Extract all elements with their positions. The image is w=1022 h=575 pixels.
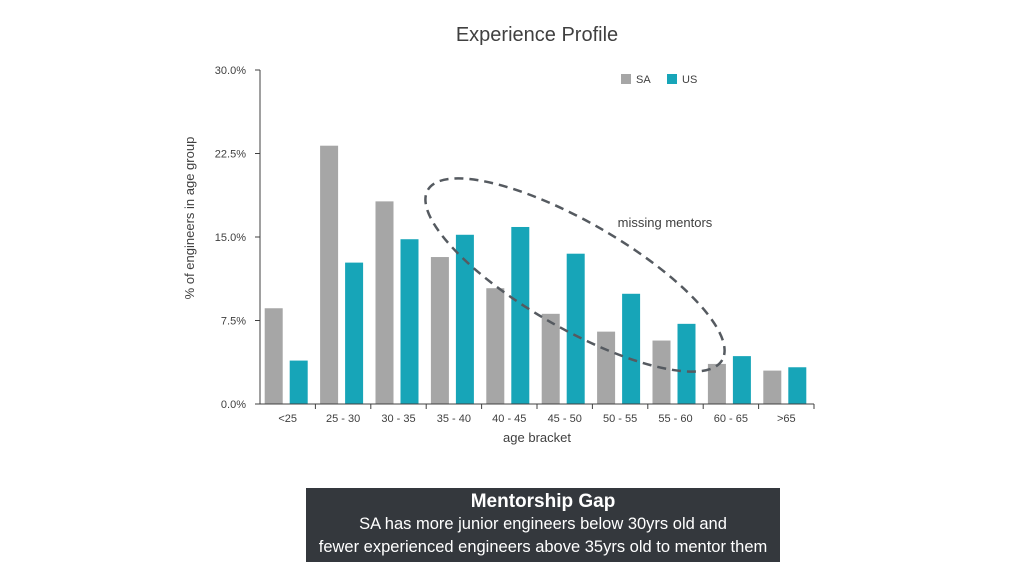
caption-line-1: SA has more junior engineers below 30yrs… (359, 515, 727, 533)
x-tick-label: 30 - 35 (381, 413, 415, 425)
y-tick-label: 15.0% (215, 232, 246, 244)
legend-swatch-sa (621, 74, 631, 84)
bar-sa-3 (430, 257, 449, 404)
legend-swatch-us (667, 74, 677, 84)
x-tick-label: <25 (278, 413, 297, 425)
y-tick-label: 30.0% (215, 65, 246, 77)
bar-us-4 (511, 226, 530, 404)
x-tick-label: >65 (777, 413, 796, 425)
bar-us-9 (788, 367, 807, 404)
bar-sa-4 (486, 288, 505, 404)
caption-title: Mentorship Gap (470, 491, 616, 512)
legend-label-us: US (682, 74, 697, 86)
bar-us-3 (455, 234, 474, 404)
bar-sa-0 (264, 308, 283, 404)
bar-sa-5 (541, 313, 560, 404)
x-tick-label: 35 - 40 (437, 413, 471, 425)
bar-us-8 (732, 356, 751, 404)
bar-us-5 (566, 253, 585, 404)
bar-sa-7 (652, 340, 671, 404)
chart-title: Experience Profile (456, 24, 618, 46)
x-tick-label: 25 - 30 (326, 413, 360, 425)
bar-us-6 (622, 293, 641, 404)
chart: Experience Profile % of engineers in age… (182, 24, 815, 445)
bar-us-2 (400, 239, 419, 404)
y-tick-label: 7.5% (221, 316, 246, 328)
caption-box: Mentorship Gap SA has more junior engine… (306, 488, 780, 562)
bar-sa-8 (707, 363, 726, 404)
x-tick-label: 40 - 45 (492, 413, 526, 425)
bar-sa-9 (763, 370, 782, 404)
x-tick-label: 45 - 50 (548, 413, 582, 425)
y-tick-label: 22.5% (215, 149, 246, 161)
x-axis-label: age bracket (503, 430, 571, 445)
x-tick-label: 60 - 65 (714, 413, 748, 425)
annotation-missing-mentors: missing mentors (618, 215, 713, 230)
bar-us-7 (677, 323, 696, 404)
bar-sa-6 (597, 331, 616, 404)
bar-sa-1 (320, 145, 339, 404)
y-tick-label: 0.0% (221, 399, 246, 411)
legend-label-sa: SA (636, 74, 651, 86)
bar-sa-2 (375, 201, 394, 404)
missing-mentors-ellipse (424, 177, 726, 373)
bar-us-0 (289, 360, 308, 404)
x-tick-label: 55 - 60 (658, 413, 692, 425)
bar-us-1 (345, 262, 364, 404)
caption-line-2: fewer experienced engineers above 35yrs … (318, 538, 768, 556)
x-tick-label: 50 - 55 (603, 413, 637, 425)
y-axis-label: % of engineers in age group (182, 137, 197, 300)
legend: SA US (621, 74, 697, 86)
